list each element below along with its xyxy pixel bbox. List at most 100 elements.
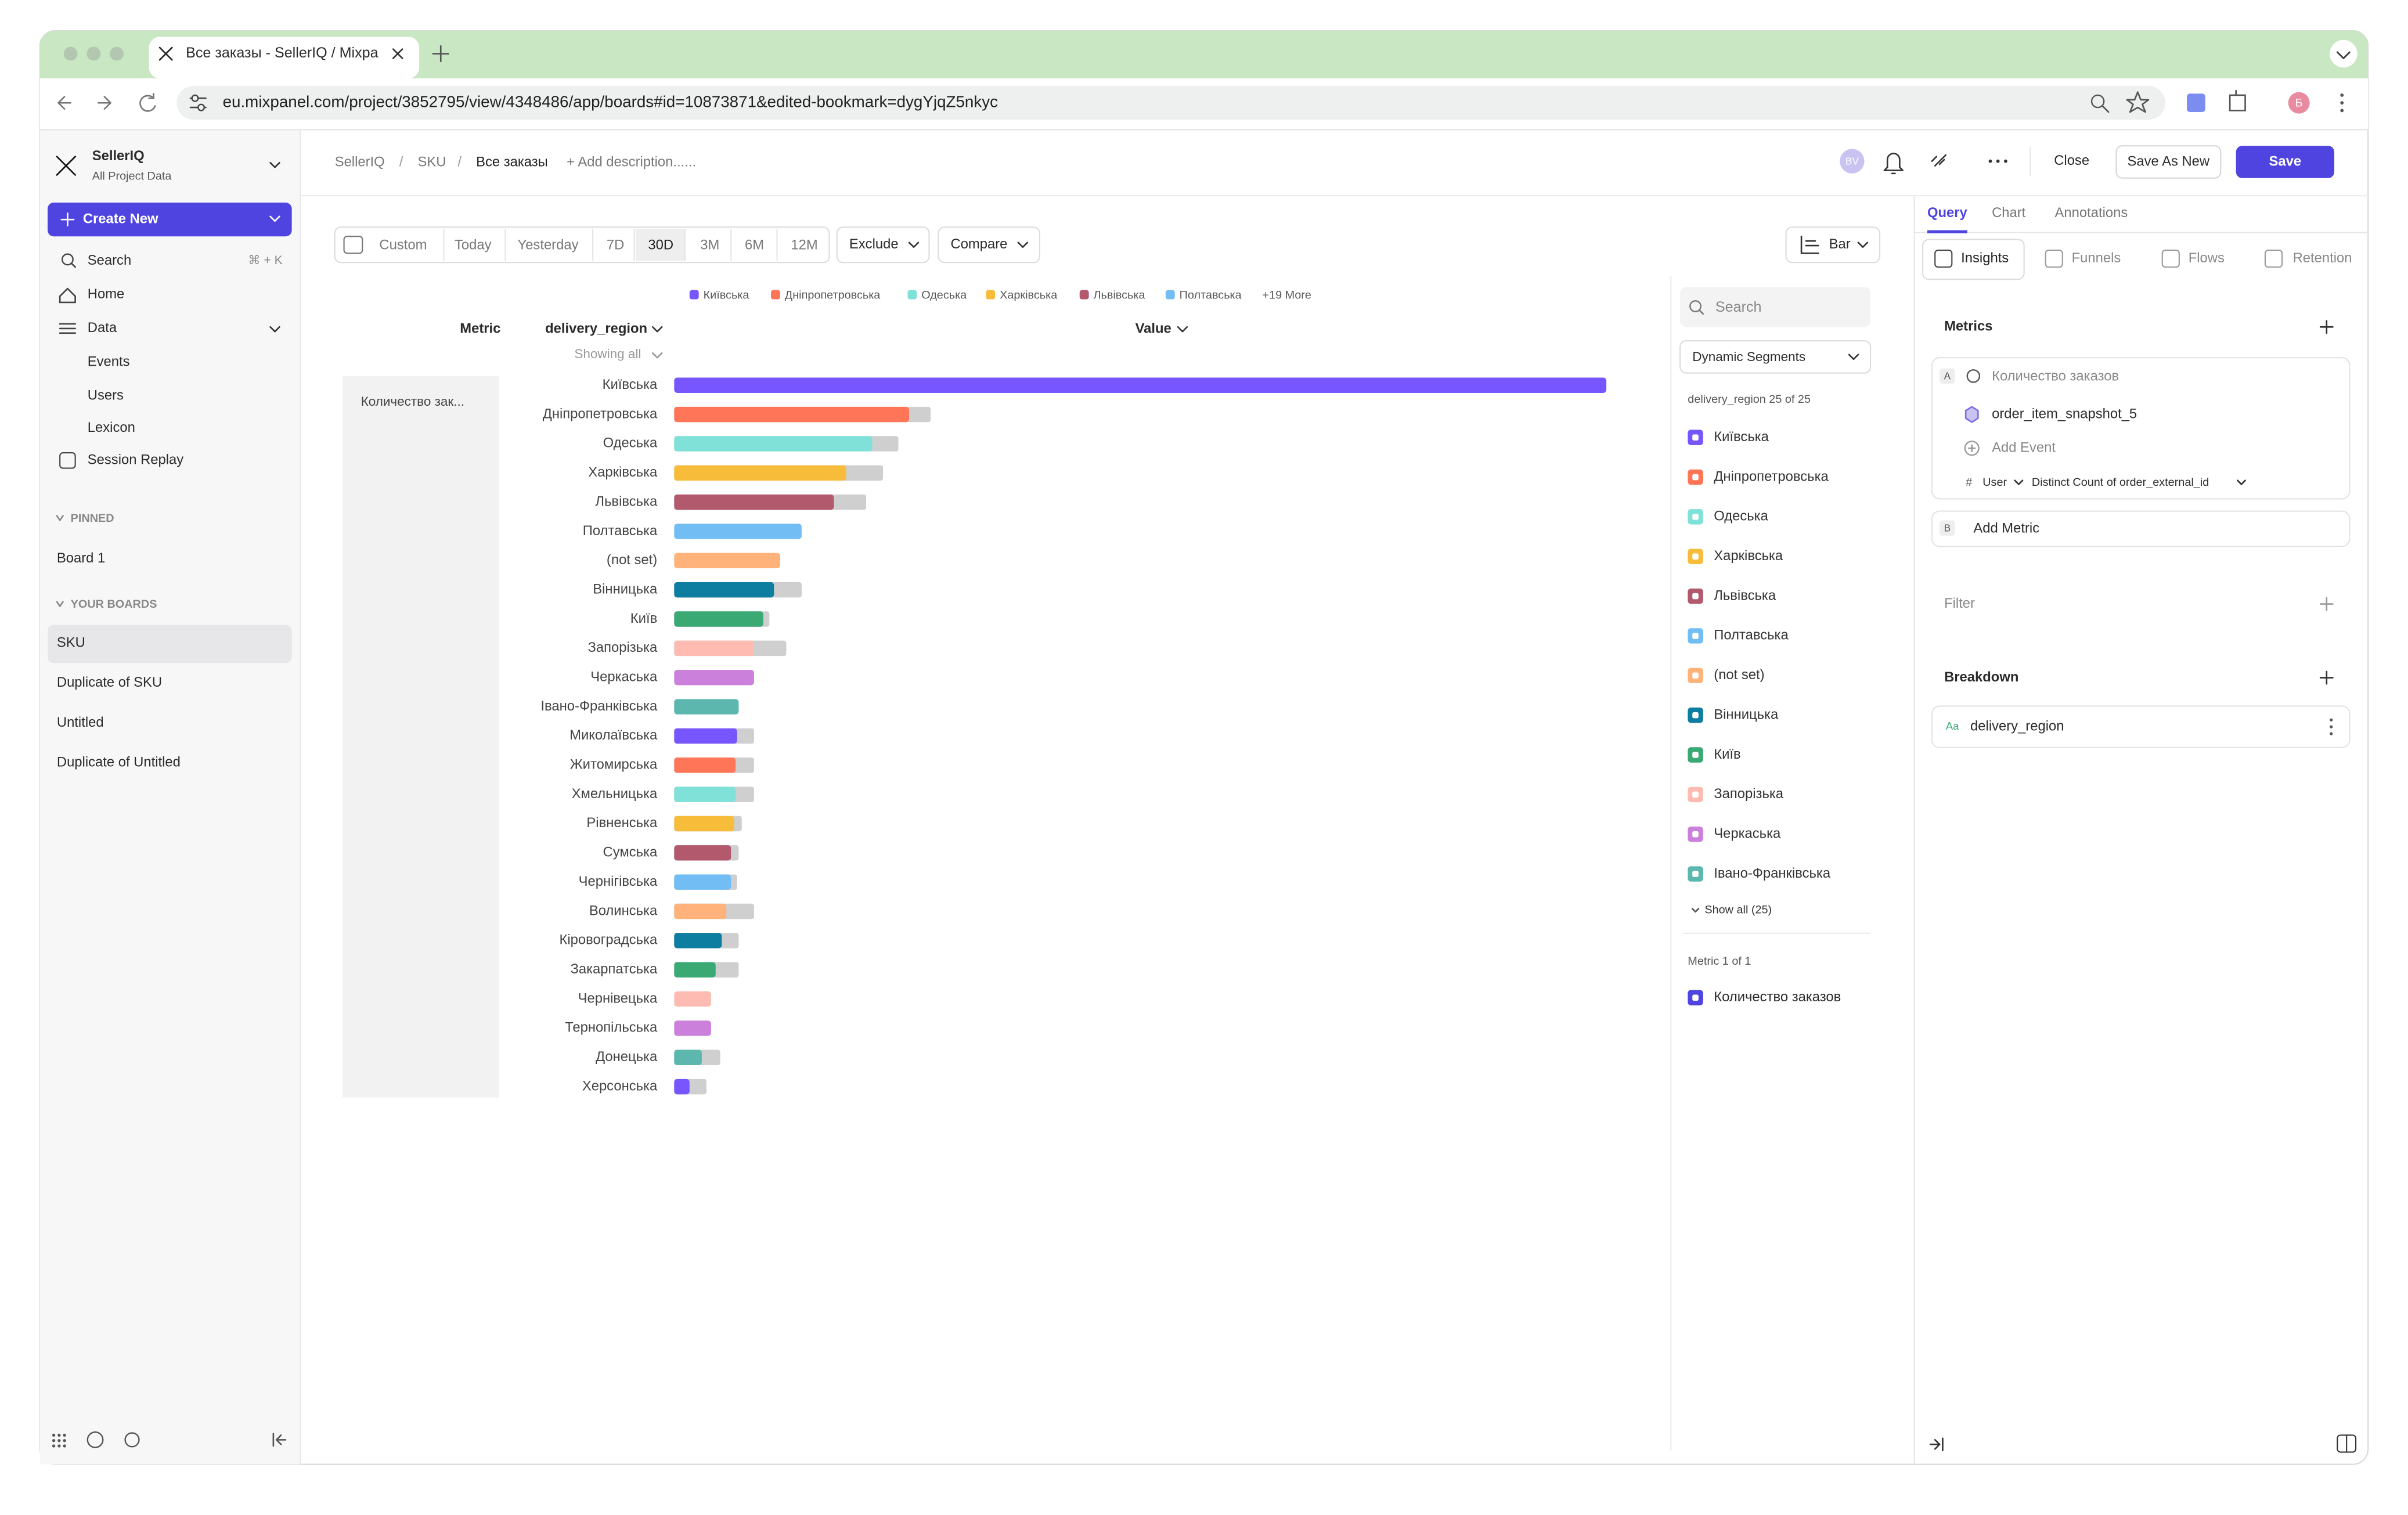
segment-label[interactable]: Одеська <box>1714 508 1768 524</box>
compare-button[interactable] <box>938 226 1040 264</box>
bar[interactable] <box>674 582 774 598</box>
date-range-option[interactable]: Today <box>455 237 492 252</box>
add-metric-card[interactable] <box>1931 510 2351 547</box>
bar[interactable] <box>674 1020 711 1036</box>
nav-item[interactable]: Home <box>88 286 124 302</box>
column-header[interactable]: delivery_region <box>545 321 647 337</box>
bar[interactable] <box>674 699 739 715</box>
board-link[interactable]: Untitled <box>57 715 104 730</box>
bar[interactable] <box>674 670 754 686</box>
measure-scope[interactable]: User <box>1982 476 2007 489</box>
panel-tab[interactable]: Annotations <box>2055 205 2128 221</box>
segment-mode[interactable]: Dynamic Segments <box>1692 349 1805 364</box>
date-range-option[interactable]: Custom <box>379 237 427 252</box>
date-range-option[interactable]: 30D <box>648 237 673 252</box>
legend-label[interactable]: Полтавська <box>1180 288 1242 301</box>
nav-subitem[interactable]: Users <box>88 388 124 403</box>
board-link[interactable]: Duplicate of SKU <box>57 674 162 690</box>
segment-mode-dropdown[interactable] <box>1679 340 1872 374</box>
board-link[interactable]: Duplicate of Untitled <box>57 755 181 770</box>
bar[interactable] <box>674 406 910 423</box>
bar[interactable] <box>674 465 846 481</box>
segment-search[interactable] <box>1680 287 1871 327</box>
segment-label[interactable]: Черкаська <box>1714 826 1781 842</box>
bar[interactable] <box>674 377 1607 393</box>
compare-label[interactable]: Compare <box>951 236 1008 252</box>
active-tab[interactable] <box>149 37 420 78</box>
bar[interactable] <box>674 494 834 510</box>
bar[interactable] <box>674 640 754 656</box>
save-as-new-button[interactable] <box>2115 145 2222 179</box>
report-type[interactable]: Flows <box>2189 250 2225 266</box>
segment-label[interactable]: Запорізька <box>1714 786 1784 802</box>
segment-label[interactable]: (not set) <box>1714 667 1764 683</box>
date-range-option[interactable]: 7D <box>607 237 624 252</box>
metric-label[interactable]: Количество заказов <box>1714 989 1841 1005</box>
bar[interactable] <box>674 436 873 452</box>
breadcrumb[interactable]: SKU <box>418 154 446 170</box>
segment-label[interactable]: Львівська <box>1714 587 1776 603</box>
segment-label[interactable]: Київська <box>1714 429 1769 445</box>
bar[interactable] <box>674 553 780 569</box>
legend-label[interactable]: Київська <box>704 288 750 301</box>
legend-label[interactable]: Одеська <box>921 288 967 301</box>
segment-label[interactable]: Вінницька <box>1714 706 1779 722</box>
metric-title[interactable]: Количество заказов <box>1992 368 2119 384</box>
create-new-label[interactable]: Create New <box>83 211 158 226</box>
date-range-option[interactable]: 6M <box>745 237 764 252</box>
legend-label[interactable]: Дніпропетровська <box>785 288 881 301</box>
save-as-new-label[interactable]: Save As New <box>2128 153 2210 169</box>
nav-item[interactable]: Data <box>88 320 117 336</box>
bar[interactable] <box>674 874 731 890</box>
save-button[interactable] <box>2236 146 2335 178</box>
bar[interactable] <box>674 787 736 802</box>
date-range-option[interactable]: 12M <box>791 237 817 252</box>
bar[interactable] <box>674 524 802 539</box>
create-new-button[interactable] <box>48 203 292 237</box>
board-link[interactable]: SKU <box>57 634 85 650</box>
nav-subitem[interactable]: Lexicon <box>88 420 135 435</box>
nav-subitem[interactable]: Events <box>88 354 130 369</box>
segment-label[interactable]: Полтавська <box>1714 627 1789 643</box>
show-all[interactable]: Show all (25) <box>1704 903 1772 916</box>
date-range-option[interactable]: Yesterday <box>518 237 579 252</box>
panel-tab[interactable]: Chart <box>1992 205 2026 221</box>
date-range-option[interactable]: 3M <box>700 237 719 252</box>
add-description[interactable]: + Add description...... <box>567 154 696 170</box>
bar[interactable] <box>674 845 731 861</box>
add-metric[interactable]: Add Metric <box>1973 520 2039 536</box>
exclude-button[interactable] <box>836 226 930 264</box>
segment-label[interactable]: Київ <box>1714 746 1740 762</box>
add-event[interactable]: Add Event <box>1992 439 2056 455</box>
chart-type-label[interactable]: Bar <box>1829 236 1851 252</box>
bar[interactable] <box>674 933 722 948</box>
legend-label[interactable]: Львівська <box>1094 288 1146 301</box>
bar[interactable] <box>674 991 711 1007</box>
bar[interactable] <box>674 1049 702 1065</box>
url-field[interactable] <box>176 86 2166 120</box>
bar[interactable] <box>674 816 734 832</box>
bar[interactable] <box>674 611 763 627</box>
breakdown-property[interactable]: delivery_region <box>1970 718 2064 734</box>
bar[interactable] <box>674 1078 690 1095</box>
report-type[interactable]: Insights <box>1961 250 2009 266</box>
nav-item[interactable]: Search <box>88 252 131 268</box>
measure-aggregation[interactable]: Distinct Count of order_external_id <box>2032 476 2209 489</box>
bar[interactable] <box>674 903 727 919</box>
legend-label[interactable]: Харківська <box>1000 288 1058 301</box>
bar[interactable] <box>674 758 736 773</box>
breadcrumb[interactable]: SellerIQ <box>335 154 385 170</box>
close-button[interactable]: Close <box>2054 153 2089 168</box>
exclude-label[interactable]: Exclude <box>849 236 899 252</box>
bar[interactable] <box>674 962 716 977</box>
legend-more[interactable]: +19 More <box>1263 288 1311 301</box>
bar[interactable] <box>674 728 737 744</box>
panel-tab[interactable]: Query <box>1927 205 1968 221</box>
segment-label[interactable]: Дніпропетровська <box>1714 468 1829 484</box>
nav-item[interactable]: Session Replay <box>88 452 183 468</box>
event-name[interactable]: order_item_snapshot_5 <box>1992 406 2137 421</box>
segment-label[interactable]: Харківська <box>1714 548 1783 564</box>
column-header[interactable]: Value <box>1135 321 1171 337</box>
board-link[interactable]: Board 1 <box>57 550 105 566</box>
save-label[interactable]: Save <box>2269 153 2302 169</box>
